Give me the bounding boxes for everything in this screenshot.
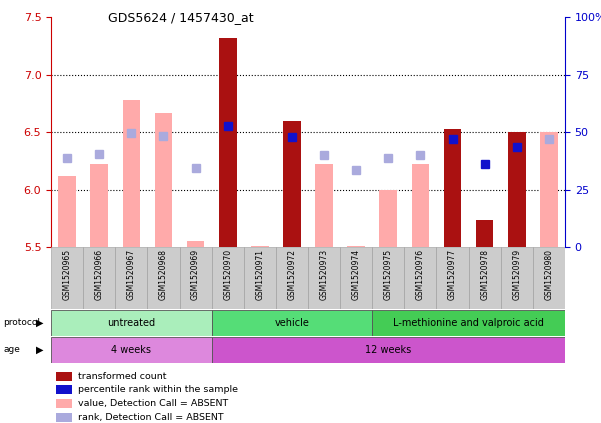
Text: untreated: untreated [108, 318, 156, 328]
Text: 12 weeks: 12 weeks [365, 345, 412, 355]
Bar [51, 310, 212, 336]
Bar [308, 247, 340, 309]
Bar [90, 165, 108, 247]
Bar [56, 399, 72, 408]
Bar [372, 310, 565, 336]
Bar [436, 247, 469, 309]
Bar [212, 310, 372, 336]
Bar [180, 247, 212, 309]
Bar [404, 247, 436, 309]
Bar [540, 132, 558, 247]
Bar [444, 129, 462, 247]
Text: GSM1520974: GSM1520974 [352, 249, 361, 300]
Bar [58, 176, 76, 247]
Bar [251, 246, 269, 247]
Text: GSM1520975: GSM1520975 [384, 249, 393, 300]
Bar [187, 241, 204, 247]
Text: vehicle: vehicle [275, 318, 310, 328]
Text: percentile rank within the sample: percentile rank within the sample [78, 385, 238, 394]
Text: GSM1520965: GSM1520965 [63, 249, 72, 300]
Text: protocol: protocol [3, 318, 40, 327]
Bar [533, 247, 565, 309]
Bar [56, 413, 72, 422]
Text: L-methionine and valproic acid: L-methionine and valproic acid [393, 318, 544, 328]
Text: GSM1520973: GSM1520973 [320, 249, 329, 300]
Bar [276, 247, 308, 309]
Text: GSM1520969: GSM1520969 [191, 249, 200, 300]
Bar [219, 38, 237, 247]
Text: GSM1520977: GSM1520977 [448, 249, 457, 300]
Bar [501, 247, 533, 309]
Text: GSM1520980: GSM1520980 [545, 249, 554, 300]
Text: transformed count: transformed count [78, 372, 166, 381]
Text: ▶: ▶ [37, 344, 44, 354]
Bar [379, 190, 397, 247]
Bar [115, 247, 147, 309]
Bar [51, 247, 83, 309]
Text: GSM1520971: GSM1520971 [255, 249, 264, 300]
Bar [154, 113, 172, 247]
Text: GSM1520967: GSM1520967 [127, 249, 136, 300]
Bar [123, 100, 140, 247]
Text: rank, Detection Call = ABSENT: rank, Detection Call = ABSENT [78, 413, 224, 422]
Text: GSM1520968: GSM1520968 [159, 249, 168, 300]
Bar [83, 247, 115, 309]
Text: ▶: ▶ [37, 318, 44, 328]
Bar [340, 247, 372, 309]
Bar [51, 337, 212, 363]
Text: GSM1520976: GSM1520976 [416, 249, 425, 300]
Bar [56, 385, 72, 394]
Bar [56, 372, 72, 381]
Text: GSM1520979: GSM1520979 [512, 249, 521, 300]
Text: GSM1520966: GSM1520966 [95, 249, 104, 300]
Bar [372, 247, 404, 309]
Bar [212, 247, 244, 309]
Bar [412, 165, 429, 247]
Bar [212, 337, 565, 363]
Bar [508, 132, 526, 247]
Text: age: age [3, 345, 20, 354]
Bar [347, 246, 365, 247]
Text: GDS5624 / 1457430_at: GDS5624 / 1457430_at [108, 11, 254, 24]
Text: 4 weeks: 4 weeks [111, 345, 151, 355]
Bar [283, 121, 300, 247]
Text: value, Detection Call = ABSENT: value, Detection Call = ABSENT [78, 399, 228, 408]
Bar [244, 247, 276, 309]
Text: GSM1520978: GSM1520978 [480, 249, 489, 300]
Bar [469, 247, 501, 309]
Text: GSM1520972: GSM1520972 [287, 249, 296, 300]
Bar [476, 220, 493, 247]
Bar [147, 247, 180, 309]
Bar [316, 165, 333, 247]
Text: GSM1520970: GSM1520970 [223, 249, 232, 300]
